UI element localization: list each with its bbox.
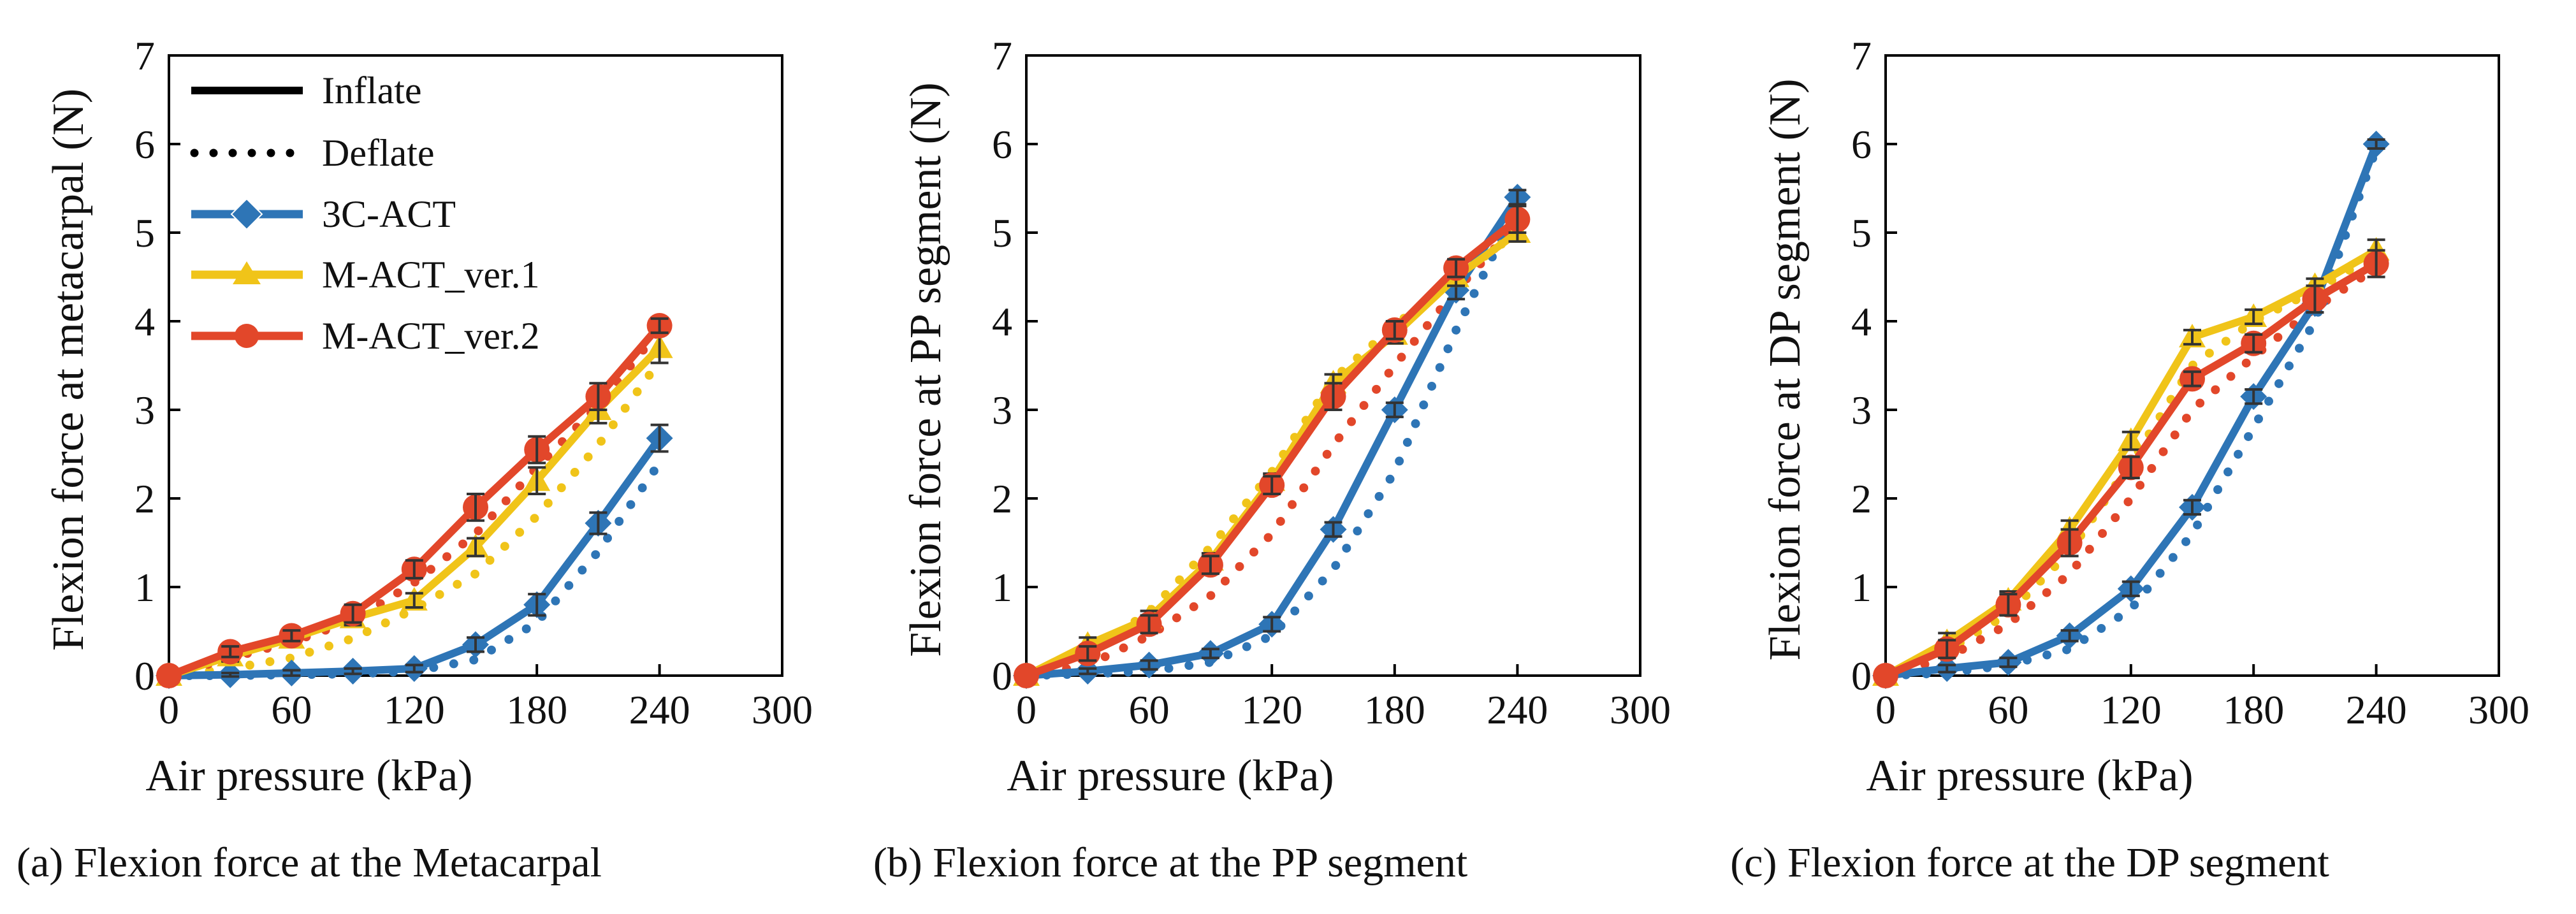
plot-frame bbox=[168, 54, 783, 677]
panel-metacarpal: Flexion force at metacarpal (N) Air pres… bbox=[17, 33, 813, 886]
x-tick-label: 300 bbox=[1610, 687, 1671, 732]
y-tick-label: 7 bbox=[992, 33, 1012, 78]
x-tick-label: 240 bbox=[1487, 687, 1548, 732]
panel-caption: (c) Flexion force at the DP segment bbox=[1730, 839, 2329, 886]
y-tick-label: 7 bbox=[135, 33, 155, 78]
plot-area: 0 1 2 3 4 5 6 7 0 60 120 180 240 300 bbox=[135, 33, 813, 732]
x-tick-label: 0 bbox=[159, 687, 179, 732]
y-tick-label: 5 bbox=[1851, 210, 1872, 256]
y-tick-label: 1 bbox=[1851, 565, 1872, 610]
deflate-line-m-act-ver-1 bbox=[1881, 250, 2381, 680]
y-tick-label: 4 bbox=[135, 299, 155, 344]
y-tick-label: 0 bbox=[992, 653, 1012, 699]
y-tick-label: 0 bbox=[135, 653, 155, 699]
y-tick-label: 5 bbox=[992, 210, 1012, 256]
legend-label-m-act-ver2: M-ACT_ver.2 bbox=[322, 315, 540, 357]
panel-caption: (b) Flexion force at the PP segment bbox=[873, 839, 1467, 886]
y-tick-label: 6 bbox=[992, 122, 1012, 167]
y-tick-label: 6 bbox=[135, 122, 155, 167]
data-point-m-act-ver-2 bbox=[1014, 663, 1039, 688]
y-tick-label: 6 bbox=[1851, 122, 1872, 167]
legend-marker-m-act-ver1 bbox=[233, 261, 261, 284]
deflate-line-m-act-ver-1 bbox=[1022, 228, 1522, 680]
x-axis-title: Air pressure (kPa) bbox=[145, 751, 472, 801]
x-tick-label: 60 bbox=[271, 687, 312, 732]
legend-inflate-label: Inflate bbox=[322, 69, 422, 112]
x-tick-label: 180 bbox=[1364, 687, 1425, 732]
y-tick-label: 3 bbox=[992, 388, 1012, 433]
plot-area: 0 1 2 3 4 5 6 7 0 60 120 180 240 300 bbox=[1851, 33, 2529, 732]
x-tick-label: 120 bbox=[1241, 687, 1302, 732]
y-tick-label: 1 bbox=[992, 565, 1012, 610]
x-tick-label: 300 bbox=[2468, 687, 2529, 732]
inflate-line-m-act-ver-2 bbox=[167, 323, 663, 679]
x-axis-title: Air pressure (kPa) bbox=[1866, 751, 2193, 801]
plot-frame bbox=[1884, 54, 2500, 677]
panel-dp-segment: Flexion force at DP segment (N) Air pres… bbox=[1730, 33, 2529, 886]
x-tick-label: 120 bbox=[2100, 687, 2162, 732]
x-tick-label: 0 bbox=[1875, 687, 1896, 732]
y-tick-label: 4 bbox=[992, 299, 1012, 344]
deflate-line-m-act-ver-2 bbox=[164, 325, 664, 680]
y-tick-label: 0 bbox=[1851, 653, 1872, 699]
legend-label-m-act-ver1: M-ACT_ver.1 bbox=[322, 254, 540, 296]
y-axis-title: Flexion force at metacarpal (N) bbox=[44, 89, 93, 651]
x-tick-label: 0 bbox=[1016, 687, 1037, 732]
y-tick-label: 2 bbox=[992, 476, 1012, 521]
x-tick-label: 120 bbox=[384, 687, 445, 732]
inflate-line-m-act-ver-1 bbox=[1024, 229, 1520, 679]
x-tick-label: 180 bbox=[506, 687, 567, 732]
y-tick-label: 7 bbox=[1851, 33, 1872, 78]
plot-frame bbox=[1025, 54, 1641, 677]
x-tick-label: 240 bbox=[629, 687, 690, 732]
y-tick-label: 3 bbox=[1851, 388, 1872, 433]
legend: Inflate Deflate 3C-ACT M-ACT_ver.1 M-ACT… bbox=[190, 69, 540, 357]
x-tick-label: 60 bbox=[1988, 687, 2028, 732]
data-point-m-act-ver-2 bbox=[1873, 663, 1898, 688]
y-tick-label: 5 bbox=[135, 210, 155, 256]
y-axis-title: Flexion force at DP segment (N) bbox=[1761, 78, 1810, 660]
data-point-m-act-ver-2 bbox=[156, 663, 182, 688]
y-tick-label: 1 bbox=[135, 565, 155, 610]
deflate-line-m-act-ver-2 bbox=[1881, 263, 2381, 680]
x-tick-label: 180 bbox=[2223, 687, 2284, 732]
deflate-line-m-act-ver-1 bbox=[164, 356, 664, 680]
x-tick-label: 60 bbox=[1129, 687, 1170, 732]
panel-pp-segment: Flexion force at PP segment (N) Air pres… bbox=[873, 33, 1671, 886]
legend-deflate-label: Deflate bbox=[322, 132, 435, 174]
y-tick-label: 2 bbox=[1851, 476, 1872, 521]
panel-caption: (a) Flexion force at the Metacarpal bbox=[17, 839, 602, 886]
legend-marker-m-act-ver2 bbox=[235, 324, 259, 348]
y-tick-label: 3 bbox=[135, 388, 155, 433]
legend-label-3c-act: 3C-ACT bbox=[322, 193, 456, 235]
y-tick-label: 4 bbox=[1851, 299, 1872, 344]
plot-area: 0 1 2 3 4 5 6 7 0 60 120 180 240 300 bbox=[992, 33, 1671, 732]
x-tick-label: 240 bbox=[2346, 687, 2407, 732]
y-tick-label: 2 bbox=[135, 476, 155, 521]
legend-marker-3c-act bbox=[230, 198, 263, 231]
x-axis-title: Air pressure (kPa) bbox=[1007, 751, 1334, 801]
x-tick-label: 300 bbox=[752, 687, 813, 732]
y-axis-title: Flexion force at PP segment (N) bbox=[901, 82, 950, 656]
deflate-line-m-act-ver-2 bbox=[1022, 219, 1522, 680]
